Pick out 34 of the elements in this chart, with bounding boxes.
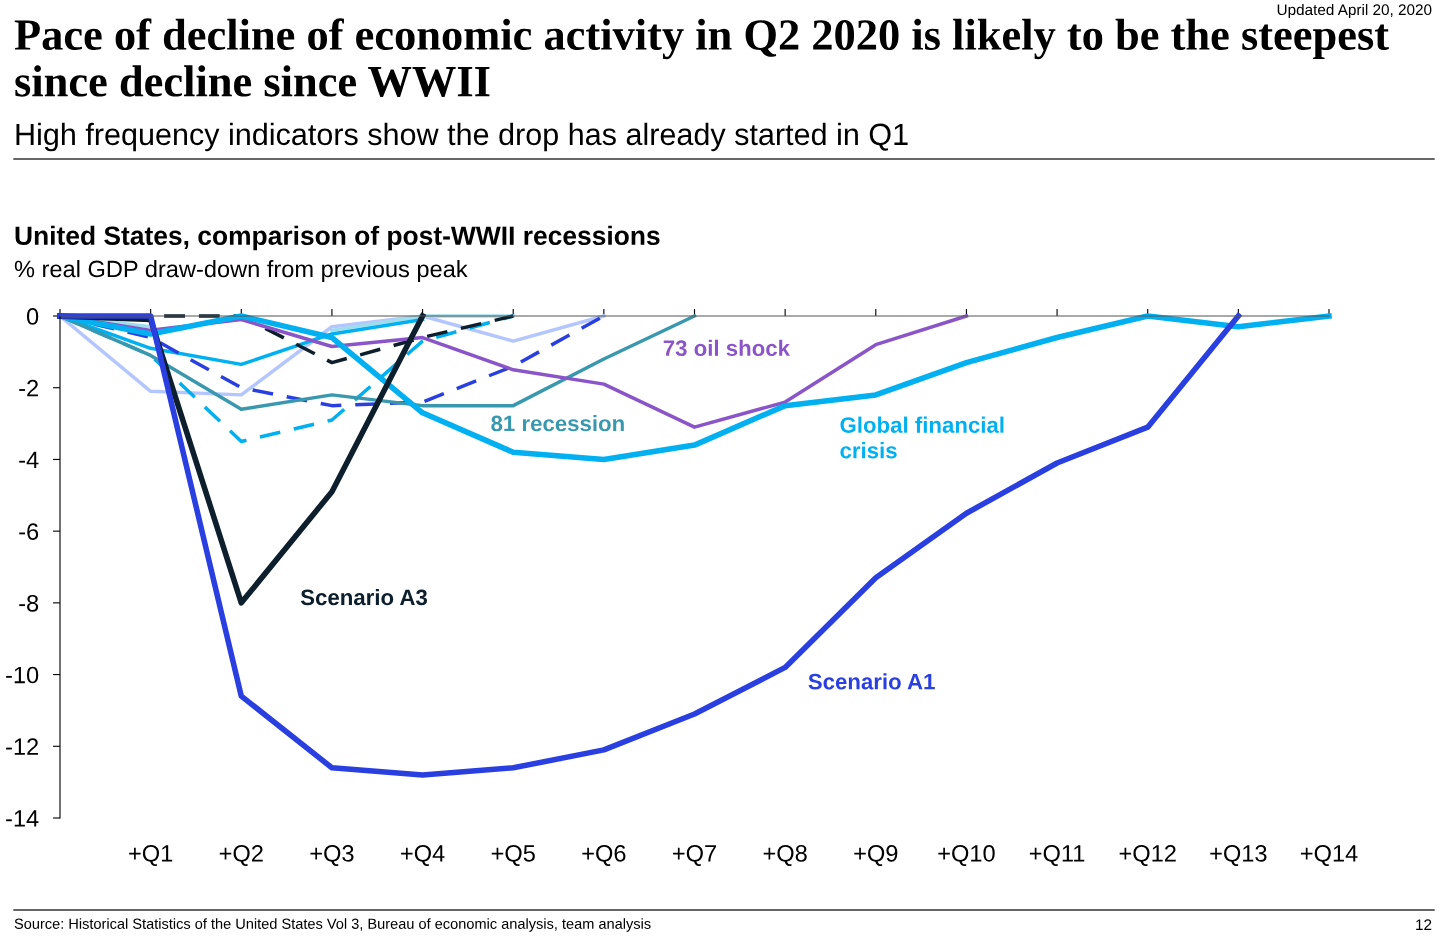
text: United States, comparison of post-WWII recessions <box>15 225 660 251</box>
y-tick-label: -8 <box>19 594 39 612</box>
text: 12 <box>1416 919 1432 930</box>
y-tick-label: -14 <box>6 810 39 827</box>
x-tick-label: +Q8 <box>763 845 807 866</box>
x-tick-label: +Q12 <box>1119 845 1176 866</box>
x-tick-label: +Q11 <box>1029 845 1085 866</box>
x-tick-label: +Q10 <box>938 845 995 866</box>
y-tick-label: -12 <box>6 738 38 755</box>
x-tick-label: +Q4 <box>401 845 445 866</box>
series-label: Global financial crisis <box>840 416 1004 459</box>
x-tick-label: +Q9 <box>854 845 898 866</box>
y-axis-title: % real GDP draw-down from previous peak <box>14 259 468 282</box>
y-tick-label: -10 <box>6 666 39 684</box>
text: Updated April 20, 2020 <box>1277 3 1432 19</box>
source-note: Source: Historical Statistics of the United States Vol 3, Bureau of economic analysis, team analysis <box>14 918 651 932</box>
y-tick-label: 0 <box>26 308 39 325</box>
x-tick-label: +Q6 <box>582 845 626 866</box>
x-tick-label: +Q3 <box>310 845 354 866</box>
x-tick-label: +Q13 <box>1210 845 1267 866</box>
x-tick-label: +Q7 <box>673 845 716 866</box>
x-tick-label: +Q2 <box>219 845 263 866</box>
series-label: 73 oil shock <box>663 339 791 357</box>
y-tick-label: -6 <box>19 523 39 540</box>
chart-title: Pace of decline of economic activity in Q2 2020 is likely to be the steepest since decline since WWII <box>14 18 1389 97</box>
x-tick-label: +Q14 <box>1300 845 1358 866</box>
chart-subtitle: High frequency indicators show the drop has already started in Q1 <box>16 122 908 152</box>
x-tick-label: +Q1 <box>129 845 173 866</box>
series-label: Scenario A3 <box>300 588 428 606</box>
x-tick-label: +Q5 <box>491 845 535 866</box>
series-label: 81 recession <box>491 415 624 432</box>
y-tick-label: -2 <box>19 379 38 397</box>
series-label: Scenario A1 <box>808 673 935 690</box>
y-tick-label: -4 <box>19 451 39 468</box>
